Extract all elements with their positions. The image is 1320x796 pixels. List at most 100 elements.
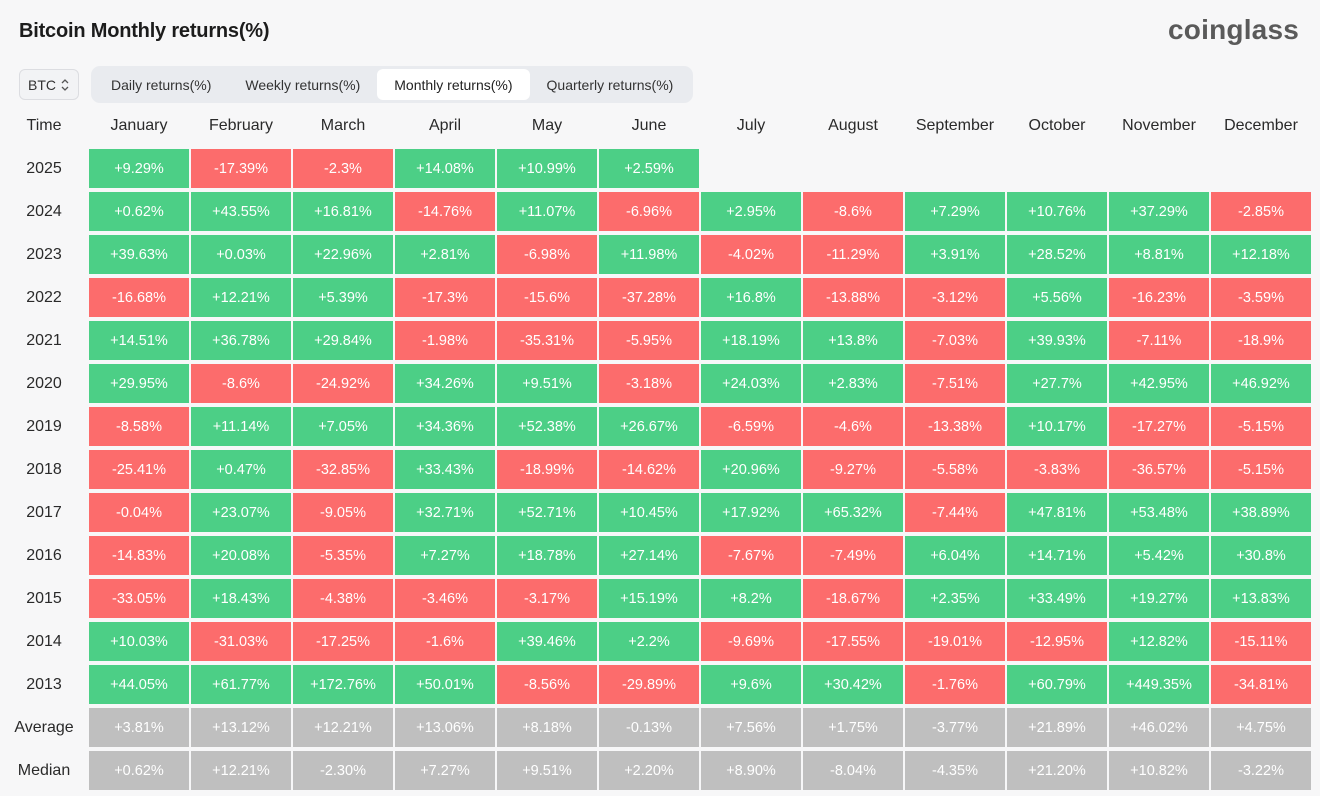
month-column-header: November (1122, 116, 1196, 134)
return-cell: +24.03% (701, 364, 801, 403)
coinglass-logo[interactable]: coinglass (1168, 14, 1299, 45)
month-column-header: June (631, 116, 667, 134)
empty-cell (905, 149, 1005, 188)
summary-cell: -2.30% (293, 751, 393, 790)
summary-cell: -3.77% (905, 708, 1005, 747)
return-cell: +2.35% (905, 579, 1005, 618)
return-cell: +5.39% (293, 278, 393, 317)
return-cell: +27.14% (599, 536, 699, 575)
return-cell: +22.96% (293, 235, 393, 274)
return-cell: -13.38% (905, 407, 1005, 446)
return-cell: +14.51% (89, 321, 189, 360)
return-cell: -36.57% (1109, 450, 1209, 489)
asset-select[interactable]: BTC (19, 69, 79, 100)
return-cell: +10.76% (1007, 192, 1107, 231)
empty-cell (1007, 149, 1107, 188)
return-cell: -0.04% (89, 493, 189, 532)
summary-cell: +9.51% (497, 751, 597, 790)
empty-cell (1109, 149, 1209, 188)
return-cell: +7.29% (905, 192, 1005, 231)
return-cell: +30.42% (803, 665, 903, 704)
return-cell: +46.92% (1211, 364, 1311, 403)
chevron-up-down-icon (61, 79, 69, 91)
summary-cell: -0.13% (599, 708, 699, 747)
return-cell: +38.89% (1211, 493, 1311, 532)
return-cell: +10.03% (89, 622, 189, 661)
return-cell: -1.98% (395, 321, 495, 360)
return-cell: +32.71% (395, 493, 495, 532)
return-cell: -17.39% (191, 149, 291, 188)
month-column-header: February (208, 116, 274, 134)
return-cell: +19.27% (1109, 579, 1209, 618)
return-cell: +65.32% (803, 493, 903, 532)
return-cell: +2.95% (701, 192, 801, 231)
tab-quarterly-returns[interactable]: Quarterly returns(%) (546, 76, 674, 93)
return-cell: +12.21% (191, 278, 291, 317)
year-label: 2018 (26, 460, 62, 478)
return-cell: +29.95% (89, 364, 189, 403)
summary-cell: +7.56% (701, 708, 801, 747)
summary-cell: +4.75% (1211, 708, 1311, 747)
return-cell: -13.88% (803, 278, 903, 317)
return-cell: -8.56% (497, 665, 597, 704)
year-label: 2014 (26, 632, 62, 650)
year-label: 2025 (26, 159, 62, 177)
tab-monthly-returns[interactable]: Monthly returns(%) (377, 69, 530, 100)
return-cell: -5.15% (1211, 450, 1311, 489)
return-cell: +0.03% (191, 235, 291, 274)
return-cell: +12.18% (1211, 235, 1311, 274)
tab-weekly-returns[interactable]: Weekly returns(%) (245, 76, 361, 93)
return-cell: -9.05% (293, 493, 393, 532)
return-cell: -18.9% (1211, 321, 1311, 360)
return-cell: +28.52% (1007, 235, 1107, 274)
return-cell: +5.42% (1109, 536, 1209, 575)
return-cell: -16.68% (89, 278, 189, 317)
return-cell: -1.6% (395, 622, 495, 661)
summary-cell: -4.35% (905, 751, 1005, 790)
return-cell: -19.01% (905, 622, 1005, 661)
year-label: 2021 (26, 331, 62, 349)
return-cell: -16.23% (1109, 278, 1209, 317)
year-label: 2017 (26, 503, 62, 521)
return-cell: +0.62% (89, 192, 189, 231)
returns-table: Time January February March April May June July… (0, 104, 1315, 792)
return-cell: +13.8% (803, 321, 903, 360)
return-cell: +172.76% (293, 665, 393, 704)
tab-daily-returns[interactable]: Daily returns(%) (111, 76, 212, 93)
return-cell: -17.27% (1109, 407, 1209, 446)
return-cell: -8.6% (803, 192, 903, 231)
return-cell: -3.59% (1211, 278, 1311, 317)
empty-cell (803, 149, 903, 188)
return-cell: -34.81% (1211, 665, 1311, 704)
return-cell: +42.95% (1109, 364, 1209, 403)
return-cell: +52.71% (497, 493, 597, 532)
return-cell: +2.59% (599, 149, 699, 188)
return-cell: +20.08% (191, 536, 291, 575)
return-cell: +30.8% (1211, 536, 1311, 575)
summary-cell: +46.02% (1109, 708, 1209, 747)
summary-cell: +21.89% (1007, 708, 1107, 747)
return-cell: +53.48% (1109, 493, 1209, 532)
return-cell: +12.82% (1109, 622, 1209, 661)
return-cell: +10.17% (1007, 407, 1107, 446)
return-cell: -31.03% (191, 622, 291, 661)
return-cell: +61.77% (191, 665, 291, 704)
summary-cell: +2.20% (599, 751, 699, 790)
return-cell: +10.45% (599, 493, 699, 532)
return-cell: -15.11% (1211, 622, 1311, 661)
month-column-header: April (428, 116, 461, 134)
return-cell: +3.91% (905, 235, 1005, 274)
return-cell: +20.96% (701, 450, 801, 489)
return-cell: +52.38% (497, 407, 597, 446)
month-column-header: October (1028, 116, 1086, 134)
return-cell: -9.69% (701, 622, 801, 661)
return-cell: +26.67% (599, 407, 699, 446)
return-cell: -32.85% (293, 450, 393, 489)
return-cell: +34.36% (395, 407, 495, 446)
return-cell: -8.6% (191, 364, 291, 403)
return-cell: -11.29% (803, 235, 903, 274)
return-cell: +60.79% (1007, 665, 1107, 704)
return-cell: +18.43% (191, 579, 291, 618)
return-cell: +34.26% (395, 364, 495, 403)
return-cell: -5.95% (599, 321, 699, 360)
